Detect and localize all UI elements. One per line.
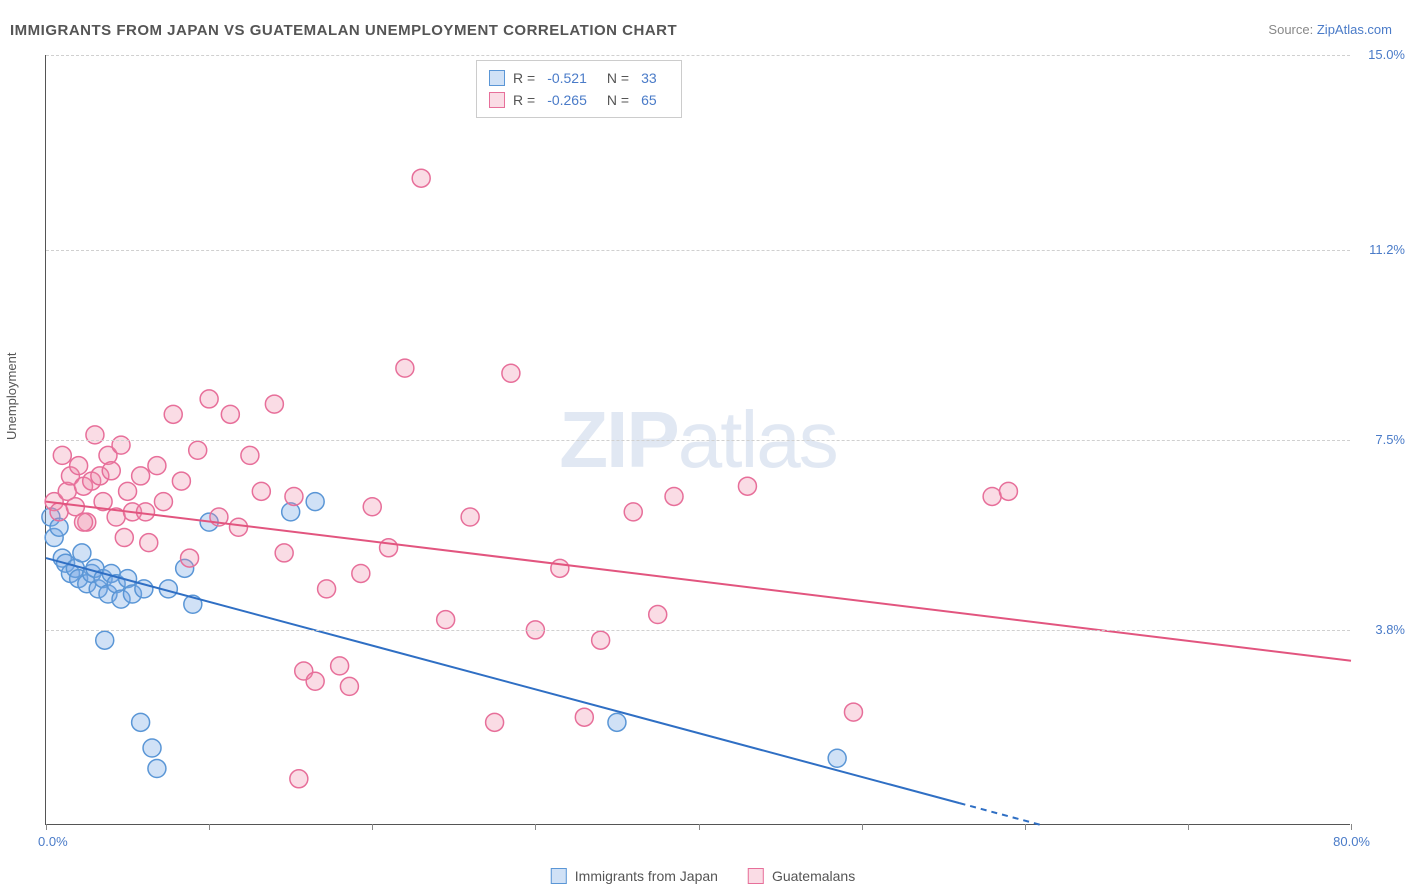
data-point <box>396 359 414 377</box>
data-point <box>221 405 239 423</box>
data-point <box>844 703 862 721</box>
data-point <box>592 631 610 649</box>
trend-line <box>46 558 960 803</box>
data-point <box>140 534 158 552</box>
data-point <box>486 713 504 731</box>
y-tick-label: 15.0% <box>1368 47 1405 62</box>
gridline <box>46 55 1350 56</box>
data-point <box>172 472 190 490</box>
data-point <box>502 364 520 382</box>
legend-item-guatemalans: Guatemalans <box>748 868 855 884</box>
source-link[interactable]: ZipAtlas.com <box>1317 22 1392 37</box>
data-point <box>148 760 166 778</box>
y-tick-label: 3.8% <box>1375 622 1405 637</box>
data-point <box>983 487 1001 505</box>
x-min-label: 0.0% <box>38 834 68 849</box>
data-point <box>137 503 155 521</box>
source-label: Source: <box>1268 22 1313 37</box>
data-point <box>275 544 293 562</box>
gridline <box>46 440 1350 441</box>
legend-swatch-japan <box>551 868 567 884</box>
data-point <box>437 611 455 629</box>
series-legend: Immigrants from Japan Guatemalans <box>551 868 855 884</box>
x-tick <box>372 824 373 830</box>
legend-label-japan: Immigrants from Japan <box>575 868 718 884</box>
data-point <box>306 672 324 690</box>
data-point <box>665 487 683 505</box>
data-point <box>380 539 398 557</box>
data-point <box>828 749 846 767</box>
data-point <box>290 770 308 788</box>
gridline <box>46 630 1350 631</box>
legend-item-japan: Immigrants from Japan <box>551 868 718 884</box>
plot-area: ZIPatlas R = -0.521 N = 33 R = -0.265 N … <box>45 55 1350 825</box>
data-point <box>306 493 324 511</box>
data-point <box>285 487 303 505</box>
data-point <box>132 713 150 731</box>
x-tick <box>46 824 47 830</box>
data-point <box>164 405 182 423</box>
x-tick <box>535 824 536 830</box>
data-point <box>340 677 358 695</box>
data-point <box>112 436 130 454</box>
data-point <box>154 493 172 511</box>
y-tick-label: 11.2% <box>1369 242 1405 257</box>
x-tick <box>862 824 863 830</box>
x-tick <box>209 824 210 830</box>
legend-label-guatemalans: Guatemalans <box>772 868 855 884</box>
data-point <box>252 482 270 500</box>
data-point <box>119 482 137 500</box>
source-attribution: Source: ZipAtlas.com <box>1268 22 1392 37</box>
data-point <box>115 529 133 547</box>
data-point <box>86 426 104 444</box>
chart-container: IMMIGRANTS FROM JAPAN VS GUATEMALAN UNEM… <box>0 0 1406 892</box>
data-point <box>265 395 283 413</box>
data-point <box>229 518 247 536</box>
data-point <box>551 559 569 577</box>
data-point <box>363 498 381 516</box>
legend-swatch-guatemalans <box>748 868 764 884</box>
data-point <box>352 564 370 582</box>
data-point <box>461 508 479 526</box>
data-point <box>412 169 430 187</box>
data-point <box>50 503 68 521</box>
chart-title: IMMIGRANTS FROM JAPAN VS GUATEMALAN UNEM… <box>10 22 677 39</box>
data-point <box>70 457 88 475</box>
data-point <box>331 657 349 675</box>
x-tick <box>1025 824 1026 830</box>
x-tick <box>1188 824 1189 830</box>
data-point <box>143 739 161 757</box>
data-point <box>624 503 642 521</box>
data-point <box>241 446 259 464</box>
data-point <box>738 477 756 495</box>
data-point <box>608 713 626 731</box>
data-point <box>73 544 91 562</box>
y-axis-label: Unemployment <box>4 353 19 440</box>
data-point <box>999 482 1017 500</box>
data-point <box>148 457 166 475</box>
x-max-label: 80.0% <box>1333 834 1370 849</box>
data-point <box>575 708 593 726</box>
data-point <box>102 462 120 480</box>
data-point <box>132 467 150 485</box>
data-point <box>181 549 199 567</box>
trend-line-dashed <box>960 803 1042 825</box>
data-point <box>75 513 93 531</box>
trend-line <box>46 502 1351 661</box>
x-tick <box>1351 824 1352 830</box>
data-point <box>318 580 336 598</box>
data-point <box>649 606 667 624</box>
y-tick-label: 7.5% <box>1375 432 1405 447</box>
data-point <box>96 631 114 649</box>
gridline <box>46 250 1350 251</box>
data-point <box>200 390 218 408</box>
data-point <box>189 441 207 459</box>
data-point <box>53 446 71 464</box>
x-tick <box>699 824 700 830</box>
